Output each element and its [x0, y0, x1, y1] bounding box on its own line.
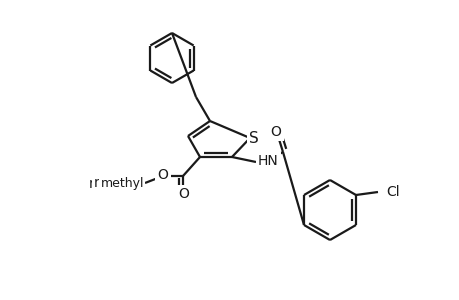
Text: HN: HN [257, 154, 278, 168]
Text: methyl: methyl [89, 177, 137, 191]
Text: O: O [178, 187, 189, 201]
Text: S: S [249, 130, 258, 146]
Text: O: O [270, 125, 281, 139]
Text: methyl: methyl [94, 176, 142, 190]
Text: Cl: Cl [385, 185, 399, 199]
Text: O: O [157, 168, 168, 182]
Text: methyl: methyl [100, 176, 144, 190]
